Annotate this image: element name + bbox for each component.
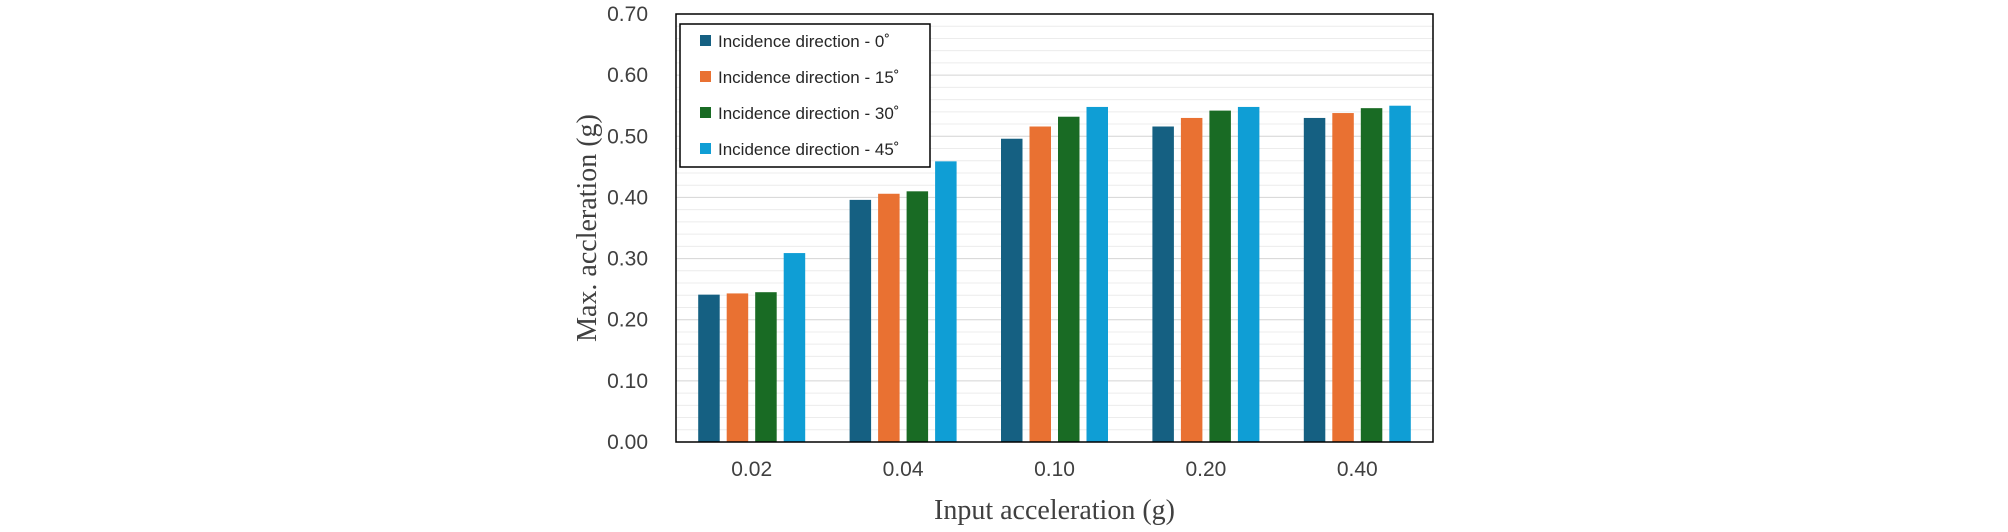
bar-0.04-series-0 xyxy=(849,199,872,442)
bar-0.02-series-3 xyxy=(783,253,806,442)
y-tick-label: 0.50 xyxy=(607,125,648,148)
y-tick-label: 0.30 xyxy=(607,248,648,271)
bar-0.04-series-2 xyxy=(906,191,929,442)
y-tick-label: 0.70 xyxy=(607,3,648,26)
bar-0.02-series-1 xyxy=(726,293,749,442)
bar-0.04-series-1 xyxy=(878,193,900,442)
legend-box xyxy=(679,23,931,168)
bar-0.40-series-0 xyxy=(1303,117,1326,442)
plot-area-border xyxy=(675,13,1434,443)
bar-0.04-series-3 xyxy=(935,161,957,442)
legend-label: Incidence direction - 15˚ xyxy=(718,68,899,87)
bar-0.10-series-1 xyxy=(1029,126,1051,442)
bar-0.10-series-2 xyxy=(1058,116,1080,442)
legend-swatch xyxy=(700,107,711,118)
bar-0.40-series-3 xyxy=(1389,105,1411,442)
bar-0.20-series-3 xyxy=(1237,106,1260,443)
bar-0.40-series-2 xyxy=(1360,108,1383,442)
legend-label: Incidence direction - 30˚ xyxy=(718,104,899,123)
x-axis-ticks: 0.02 0.04 0.10 0.20 0.40 xyxy=(731,458,1377,481)
x-tick-label: 0.20 xyxy=(1185,458,1226,481)
legend-swatch xyxy=(700,71,711,82)
bar-0.20-series-1 xyxy=(1180,117,1203,442)
legend-swatch xyxy=(700,35,711,46)
legend: Incidence direction - 0˚ Incidence direct… xyxy=(679,23,931,168)
y-tick-label: 0.20 xyxy=(607,309,648,332)
y-tick-label: 0.60 xyxy=(607,64,648,87)
x-tick-label: 0.10 xyxy=(1034,458,1075,481)
bar-0.02-series-2 xyxy=(755,292,777,442)
y-tick-label: 0.40 xyxy=(607,186,648,209)
y-tick-label: 0.10 xyxy=(607,370,648,393)
x-tick-label: 0.40 xyxy=(1337,458,1378,481)
bar-0.02-series-0 xyxy=(698,294,720,442)
legend-label: Incidence direction - 0˚ xyxy=(718,32,890,51)
y-axis-ticks: 0.00 0.10 0.20 0.30 0.40 0.50 0.60 0.70 xyxy=(607,3,648,454)
bars xyxy=(698,105,1411,443)
y-tick-label: 0.00 xyxy=(607,431,648,454)
bar-0.10-series-0 xyxy=(1001,138,1023,442)
x-tick-label: 0.02 xyxy=(731,458,772,481)
bar-0.20-series-0 xyxy=(1152,126,1174,442)
bar-0.10-series-3 xyxy=(1086,106,1108,443)
legend-swatch xyxy=(700,143,711,154)
bar-0.40-series-1 xyxy=(1332,113,1354,443)
bar-0.20-series-2 xyxy=(1209,110,1231,442)
legend-label: Incidence direction - 45˚ xyxy=(718,140,899,159)
x-tick-label: 0.04 xyxy=(883,458,924,481)
x-axis-title: Input acceleration (g) xyxy=(934,495,1175,526)
y-axis-title: Max. accleration (g) xyxy=(572,114,603,342)
